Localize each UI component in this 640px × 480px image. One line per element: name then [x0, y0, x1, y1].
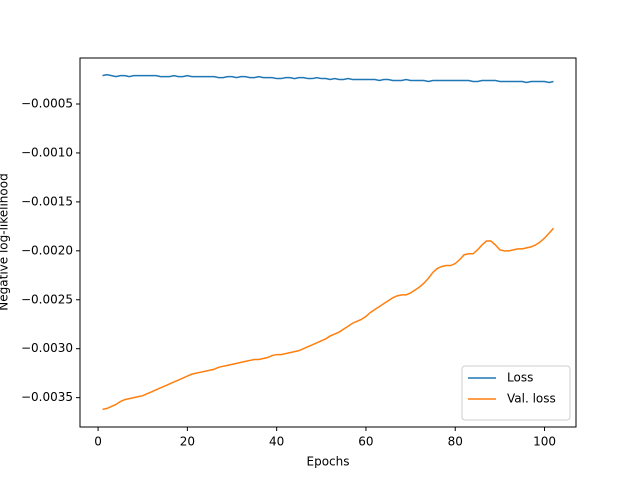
- x-tick-label: 40: [269, 435, 284, 449]
- plot-frame: [79, 57, 577, 428]
- legend-box: [461, 365, 571, 421]
- y-tick-label: −0.0010: [21, 145, 73, 159]
- x-tick-label: 80: [448, 435, 463, 449]
- y-tick-label: −0.0030: [21, 341, 73, 355]
- series-line: [102, 227, 555, 411]
- y-tick-label: −0.0005: [21, 97, 73, 111]
- x-axis-label: Epochs: [307, 455, 350, 469]
- x-tick-label: 100: [533, 435, 556, 449]
- x-tick-label: 20: [180, 435, 195, 449]
- series-line: [102, 73, 554, 84]
- y-tick-label: −0.0025: [21, 292, 73, 306]
- x-tick-label: 0: [94, 435, 102, 449]
- legend-label: Val. loss: [507, 392, 556, 406]
- y-tick-label: −0.0015: [21, 194, 73, 208]
- x-tick-label: 60: [358, 435, 373, 449]
- y-tick-label: −0.0035: [21, 390, 73, 404]
- y-axis-label: Negative log-likelihood: [0, 173, 11, 310]
- y-tick-label: −0.0020: [21, 243, 73, 257]
- legend-label: Loss: [507, 371, 533, 385]
